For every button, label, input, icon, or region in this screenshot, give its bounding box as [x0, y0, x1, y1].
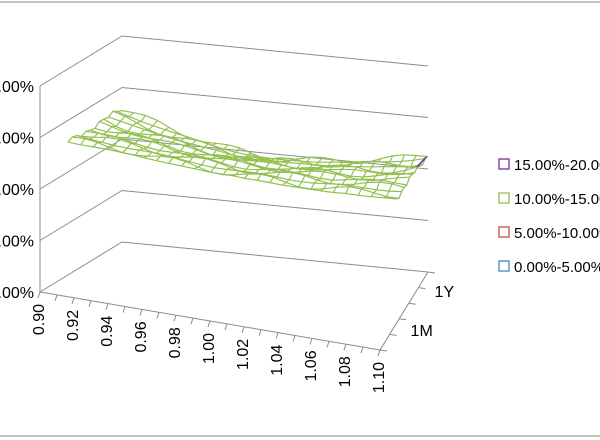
z-tick-label: 0.00%	[0, 285, 34, 302]
x-tick-label: 0.96	[133, 321, 150, 352]
x-tick	[122, 306, 126, 313]
surface-line	[92, 115, 146, 148]
surface-line	[269, 156, 311, 183]
x-tick	[54, 294, 58, 302]
gridline	[39, 86, 429, 138]
x-tick-label: 0.94	[99, 315, 116, 346]
x-tick	[156, 312, 160, 319]
surface-line	[383, 155, 417, 199]
x-tick	[343, 344, 347, 351]
x-tick	[377, 349, 381, 357]
axes	[37, 86, 436, 357]
x-tick	[360, 346, 364, 354]
gridline	[39, 241, 429, 293]
x-tick	[190, 317, 194, 325]
axis-labels: 0.00% 5.00% 10.00% 15.00% 20.00% 0.90 0.92 0.94…	[0, 79, 454, 393]
z-tick-label: 5.00%	[0, 234, 34, 251]
surface-line	[130, 132, 181, 156]
legend-label: 15.00%-20.00%	[514, 157, 600, 174]
x-tick	[258, 329, 262, 336]
surface-line	[295, 158, 335, 188]
surface-highband-segment	[416, 156, 427, 168]
x-tick-label: 1.02	[235, 339, 252, 370]
surface-line	[118, 126, 170, 154]
x-tick-label: 1.06	[303, 350, 320, 381]
surface-line	[206, 152, 252, 173]
surface-line	[168, 142, 217, 164]
surface-line	[357, 155, 394, 196]
surface-line	[332, 160, 370, 193]
legend: 15.00%-20.00% 10.00%-15.00% 5.00%-10.00% 0.…	[498, 157, 600, 276]
x-tick	[105, 303, 109, 310]
legend-swatch	[498, 226, 510, 238]
legend-swatch	[498, 158, 510, 170]
surface-line	[320, 161, 358, 192]
depth-tick	[379, 349, 388, 352]
depth-tick	[389, 333, 397, 336]
surface-line	[307, 161, 346, 190]
surface-line	[282, 157, 323, 186]
depth-axis-line	[379, 271, 429, 351]
z-tick-label: 20.00%	[0, 79, 34, 96]
z-tick-label: 15.00%	[0, 131, 34, 148]
x-tick	[173, 315, 177, 322]
surface-line	[345, 158, 382, 194]
surface-line	[193, 147, 241, 170]
surface-line	[80, 112, 135, 146]
x-tick-label: 0.92	[65, 310, 82, 341]
x-tick	[37, 291, 41, 299]
x-tick-label: 1.08	[337, 356, 354, 387]
gridline	[39, 35, 429, 87]
z-tick-label: 10.00%	[0, 182, 34, 199]
legend-swatch	[498, 260, 510, 272]
x-tick	[71, 297, 75, 304]
x-tick	[275, 332, 279, 339]
x-tick-label: 1.00	[201, 333, 218, 364]
legend-label: 0.00%-5.00%	[514, 259, 600, 276]
surface-line	[231, 157, 276, 177]
gridline	[39, 189, 429, 241]
x-tick-label: 1.04	[269, 344, 286, 375]
depth-tick	[399, 318, 407, 321]
x-tick-label: 1.10	[371, 362, 388, 393]
depth-tick	[427, 271, 436, 274]
depth-tick	[408, 302, 416, 305]
depth-tick-label: 1Y	[435, 284, 455, 301]
x-tick	[224, 323, 228, 331]
depth-tick	[418, 287, 426, 290]
surface-line	[244, 157, 288, 179]
surface-line	[256, 157, 299, 181]
surface-line	[181, 144, 229, 167]
surface-line	[67, 110, 123, 143]
x-tick	[207, 320, 211, 328]
x-tick-label: 0.98	[167, 327, 184, 358]
x-tick-label: 0.90	[31, 304, 48, 335]
surface-line	[155, 139, 205, 162]
surface-line	[143, 136, 193, 159]
x-tick	[309, 338, 313, 345]
x-tick	[292, 335, 296, 342]
x-tick	[88, 300, 92, 307]
x-tick	[326, 341, 330, 348]
x-tick	[241, 326, 245, 333]
surface-mesh	[67, 110, 429, 200]
surface-line	[396, 156, 429, 200]
legend-label: 5.00%-10.00%	[514, 225, 600, 242]
surface-line	[105, 120, 158, 150]
legend-label: 10.00%-15.00%	[514, 191, 600, 208]
gridlines	[39, 35, 429, 293]
legend-swatch	[498, 192, 510, 204]
surface-line	[370, 154, 406, 198]
surface-line	[219, 155, 264, 176]
depth-tick-label: 1M	[411, 323, 433, 340]
x-tick	[139, 309, 143, 316]
